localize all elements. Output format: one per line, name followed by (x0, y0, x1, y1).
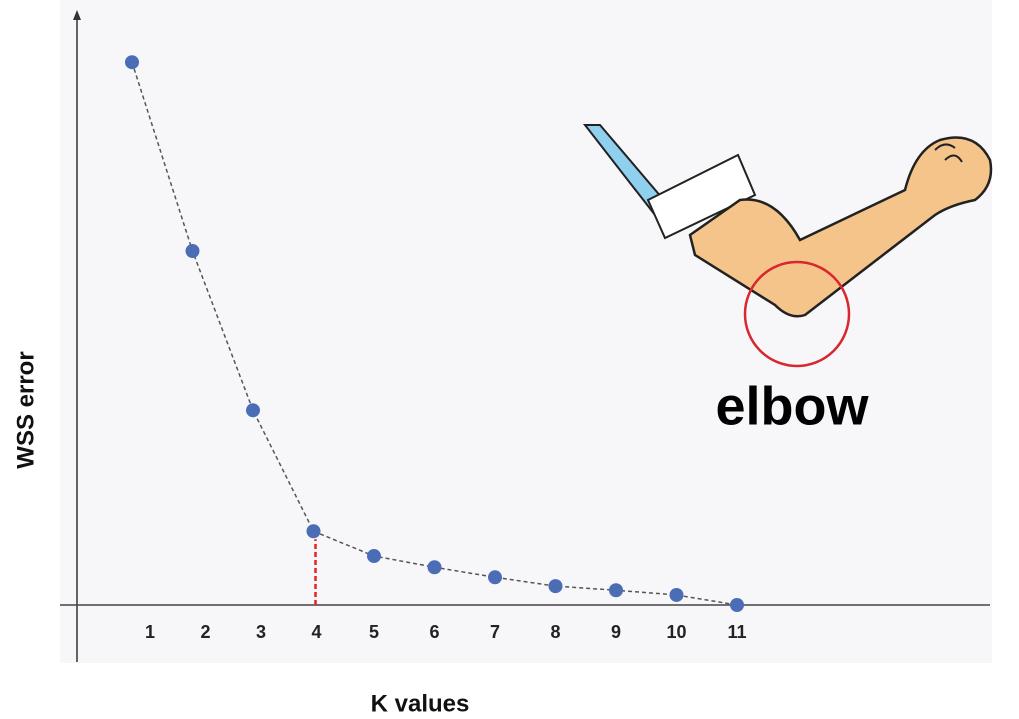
x-axis-title: K values (371, 690, 470, 717)
x-tick-label: 4 (311, 622, 321, 642)
x-tick-label: 10 (666, 622, 686, 642)
x-tick-label: 1 (145, 622, 155, 642)
x-tick-label: 5 (369, 622, 379, 642)
plot-background (60, 0, 992, 663)
data-point (548, 579, 563, 594)
elbow-illustration (582, 124, 993, 368)
x-tick-label: 3 (256, 622, 266, 642)
data-point (306, 524, 321, 539)
data-point (246, 403, 260, 418)
cuff (646, 153, 757, 240)
x-tick-label: 2 (200, 622, 210, 642)
fist-lines (934, 143, 963, 163)
x-tick-label: 9 (611, 622, 621, 642)
x-tick-label: 6 (429, 622, 439, 642)
x-tick-label: 7 (490, 622, 500, 642)
data-point (427, 560, 442, 575)
elbow-circle (743, 260, 851, 368)
annotation: elbow (715, 376, 869, 436)
x-tick-label: 8 (550, 622, 560, 642)
y-axis-title: WSS error (12, 351, 39, 468)
data-point (609, 583, 623, 598)
data-point (730, 598, 744, 612)
data-point (488, 570, 502, 585)
data-point (669, 587, 684, 602)
data-point (367, 549, 381, 564)
data-point (185, 244, 200, 258)
y-axis-arrow (73, 10, 81, 20)
data-point (125, 55, 139, 70)
x-tick-label: 11 (727, 622, 746, 642)
